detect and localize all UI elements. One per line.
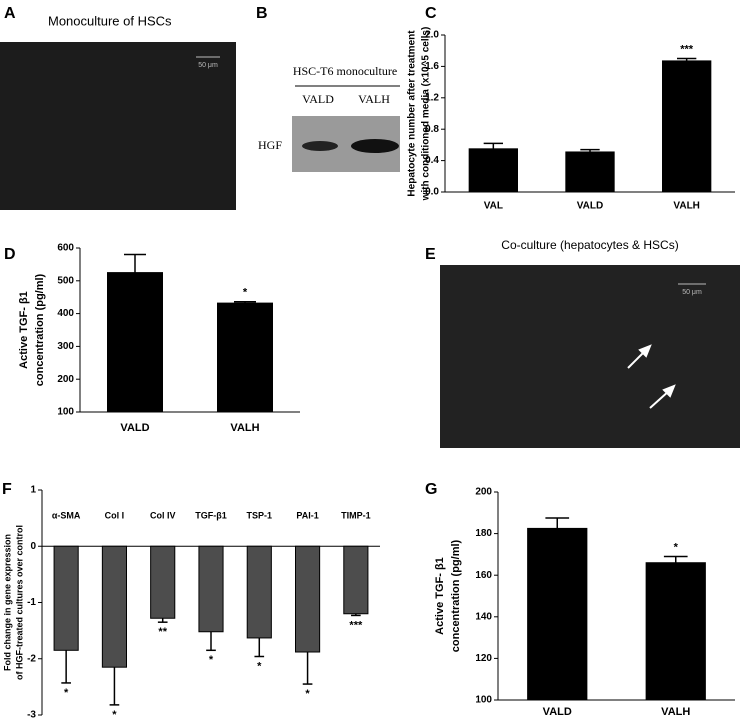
significance: *** [349, 619, 363, 631]
band-label: HGF [258, 138, 282, 152]
panel-title: Co-culture (hepatocytes & HSCs) [501, 238, 678, 252]
blot-band [302, 141, 338, 151]
bar [527, 527, 588, 701]
bar [662, 60, 712, 193]
y-axis-label: concentration (pg/ml) [450, 539, 462, 652]
significance: * [305, 688, 310, 700]
y-tick-label: 100 [475, 695, 492, 706]
scale-label: 50 μm [198, 62, 218, 69]
bar [150, 545, 176, 619]
panel-title: Monoculture of HSCs [48, 13, 172, 28]
bar [101, 545, 127, 668]
x-tick-label: α-SMA [52, 510, 81, 520]
panel-letter: D [4, 246, 16, 263]
y-tick-label: 200 [57, 374, 74, 385]
x-tick-label: VALH [673, 201, 699, 212]
significance: *** [680, 43, 694, 55]
y-axis-label: with conditioned media (x10^5 cells) [421, 27, 432, 202]
y-tick-label: 500 [57, 275, 74, 286]
significance: * [257, 660, 262, 672]
x-tick-label: TSP-1 [247, 510, 273, 520]
micrograph [440, 265, 740, 448]
x-tick-label: TIMP-1 [341, 510, 371, 520]
y-tick-label: 100 [57, 407, 74, 418]
panel-title: HSC-T6 monoculture [293, 64, 397, 78]
panel-letter: A [4, 5, 16, 22]
y-tick-label: 1 [30, 485, 36, 496]
bar [645, 562, 706, 701]
y-tick-label: 1.2 [425, 92, 439, 103]
bar [107, 272, 163, 413]
scale-label: 50 μm [682, 289, 702, 296]
y-tick-label: 160 [475, 570, 492, 581]
lane-label: VALH [358, 92, 390, 106]
lane-label: VALD [302, 92, 334, 106]
y-tick-label: 300 [57, 341, 74, 352]
y-axis-label: Active TGF- β1 [434, 557, 446, 635]
significance: * [209, 654, 214, 666]
y-tick-label: 600 [57, 243, 74, 254]
bar [53, 545, 79, 651]
y-tick-label: 120 [475, 653, 492, 664]
bar [468, 148, 518, 193]
x-tick-label: VALD [120, 422, 149, 434]
x-tick-label: VALH [661, 706, 690, 718]
y-axis-label: Active TGF- β1 [18, 291, 30, 369]
y-tick-label: 400 [57, 308, 74, 319]
y-tick-label: -3 [27, 710, 36, 719]
y-tick-label: -1 [27, 597, 36, 608]
y-tick-label: 0.8 [425, 124, 439, 135]
x-tick-label: VAL [484, 201, 503, 212]
significance: * [64, 687, 69, 699]
y-tick-label: 200 [475, 487, 492, 498]
significance: * [674, 541, 679, 553]
bar [343, 545, 369, 615]
bar [295, 545, 321, 653]
y-axis-label: Fold change in gene expression [2, 534, 12, 671]
x-tick-label: PAI-1 [296, 510, 318, 520]
x-tick-label: VALH [230, 422, 259, 434]
arrows [627, 344, 676, 409]
panel-letter: E [425, 246, 436, 263]
x-tick-label: TGF-β1 [195, 510, 227, 520]
y-tick-label: 0.0 [425, 187, 439, 198]
micrograph [0, 42, 236, 210]
x-tick-label: Col I [105, 510, 125, 520]
y-axis-label: concentration (pg/ml) [34, 273, 46, 386]
panel-letter: B [256, 5, 268, 22]
x-tick-label: VALD [543, 706, 572, 718]
y-tick-label: -2 [27, 653, 36, 664]
bar [565, 151, 615, 193]
panel-letter: C [425, 5, 437, 22]
bar [198, 545, 224, 633]
significance: * [112, 709, 117, 719]
y-tick-label: 0 [30, 541, 36, 552]
y-tick-label: 2.0 [425, 30, 439, 41]
y-tick-label: 180 [475, 528, 492, 539]
bar [217, 302, 273, 413]
y-tick-label: 1.6 [425, 61, 439, 72]
bar [246, 545, 272, 639]
y-axis-label: of HGF-treated cultures over control [14, 525, 24, 680]
panel-letter: G [425, 481, 437, 498]
panel-letter: F [2, 481, 12, 498]
y-tick-label: 0.4 [425, 155, 439, 166]
significance: ** [158, 626, 167, 638]
blot-band [351, 139, 399, 153]
y-tick-label: 140 [475, 611, 492, 622]
y-axis-label: Hepatocyte number after treatment [407, 30, 418, 197]
x-tick-label: VALD [577, 201, 603, 212]
significance: * [243, 287, 248, 299]
x-tick-label: Col IV [150, 510, 176, 520]
